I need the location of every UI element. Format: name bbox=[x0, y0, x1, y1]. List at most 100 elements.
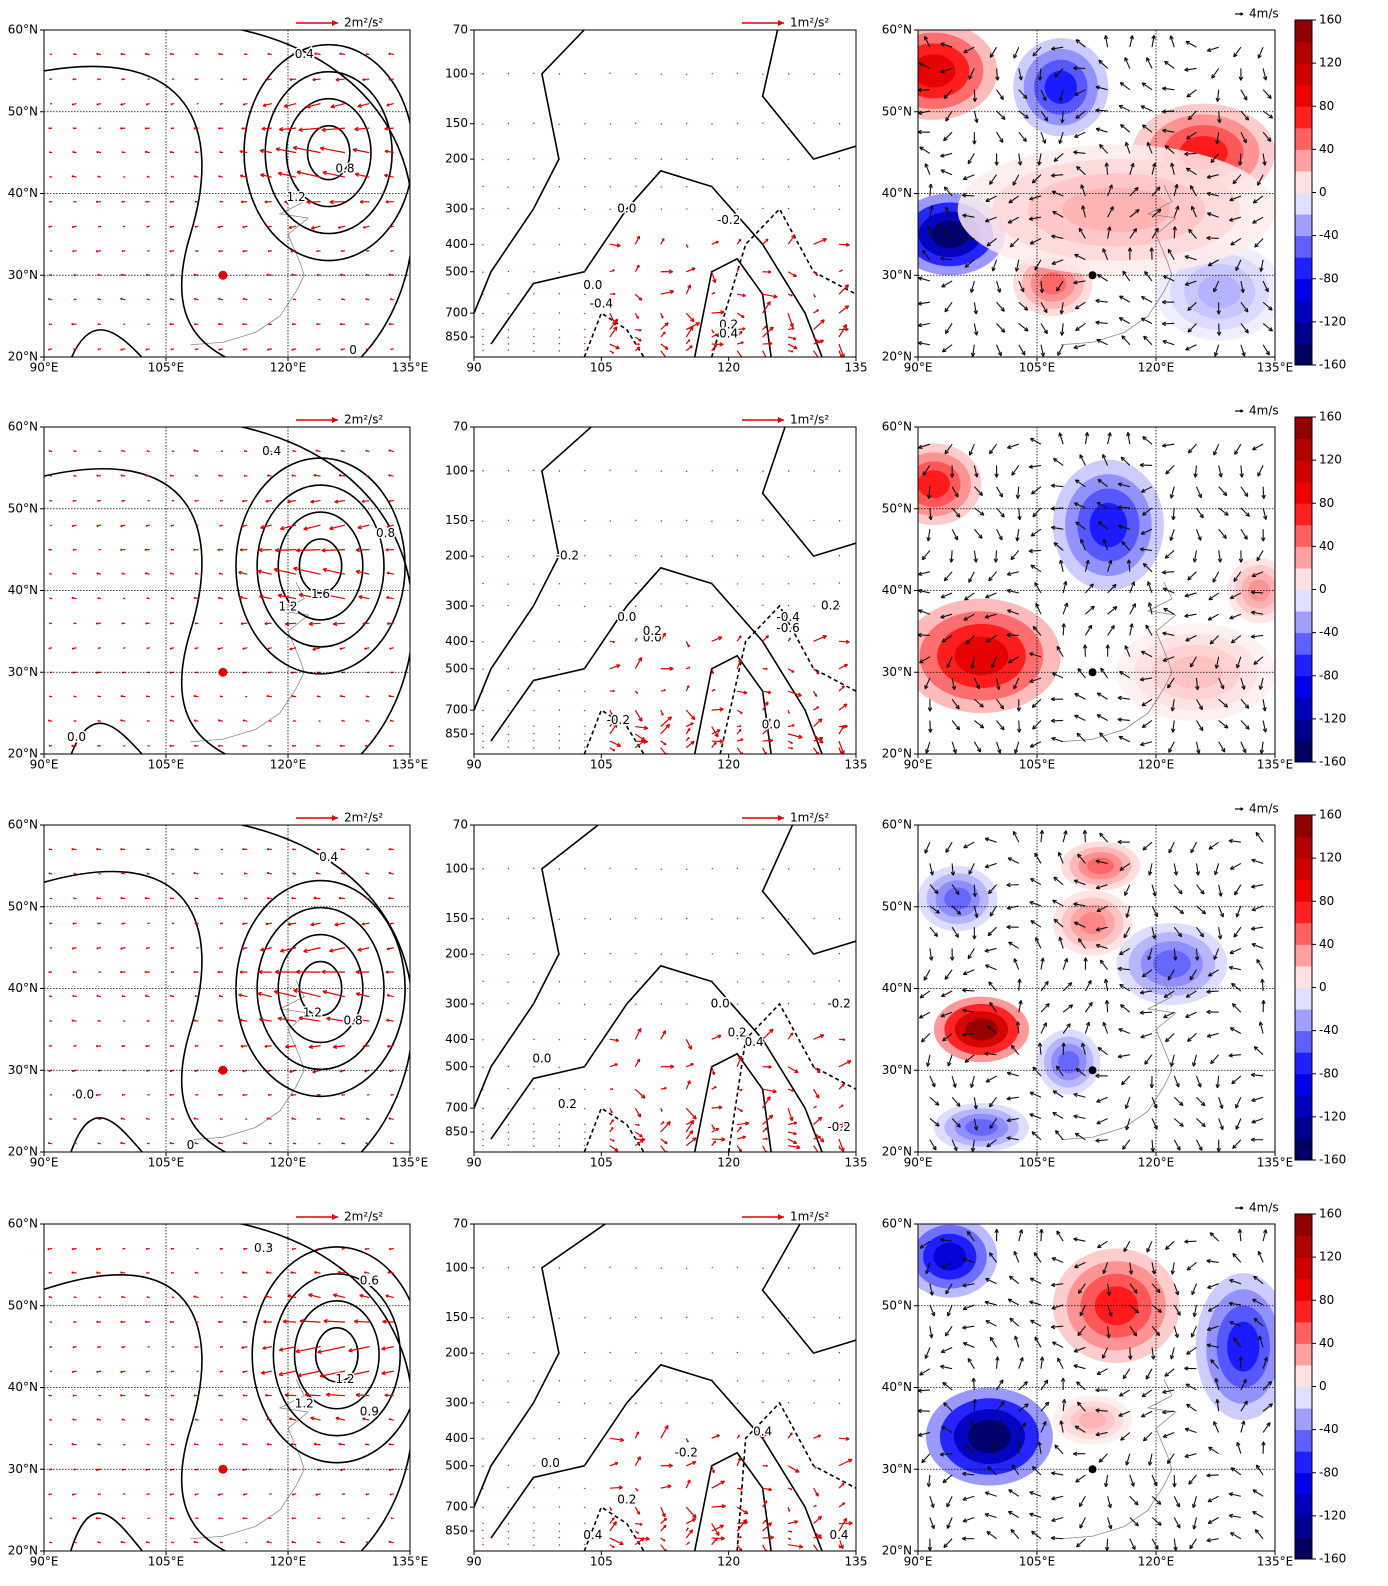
y-tick-label: 50°N bbox=[882, 501, 912, 515]
vector-head bbox=[1203, 514, 1204, 518]
vector-head bbox=[362, 924, 364, 925]
vector bbox=[533, 1124, 534, 1125]
vector-head bbox=[670, 290, 674, 291]
vector-key-label: 1m²/s² bbox=[790, 413, 829, 427]
vector bbox=[1144, 336, 1152, 345]
vector-head bbox=[316, 324, 317, 325]
vector-head bbox=[363, 1047, 365, 1048]
vector-head bbox=[194, 1143, 195, 1144]
y-tick-label: 300 bbox=[445, 201, 468, 215]
vector-head bbox=[821, 1153, 822, 1157]
vector-head bbox=[389, 1118, 390, 1119]
vector bbox=[763, 1029, 773, 1039]
vector bbox=[1219, 487, 1227, 496]
y-tick-label: 300 bbox=[445, 598, 468, 612]
y-tick-label: 70 bbox=[453, 420, 468, 434]
contour-label: 0.0 bbox=[617, 610, 636, 624]
vector bbox=[1041, 1004, 1049, 1013]
vector-head bbox=[1029, 467, 1033, 468]
shading bbox=[1087, 858, 1114, 875]
vector-head bbox=[267, 849, 268, 850]
vector bbox=[482, 1108, 483, 1109]
vector-head bbox=[267, 475, 268, 476]
vector bbox=[559, 351, 560, 352]
vector bbox=[559, 244, 560, 245]
vector bbox=[610, 158, 611, 159]
vector bbox=[274, 569, 296, 574]
vector-head bbox=[366, 720, 367, 721]
vector-head bbox=[244, 873, 245, 874]
colorbar-band bbox=[1295, 482, 1312, 504]
vector-head bbox=[642, 740, 646, 741]
vector-head bbox=[74, 696, 75, 697]
vector-head bbox=[98, 1021, 99, 1022]
vector-head bbox=[766, 636, 769, 637]
vector bbox=[988, 927, 996, 935]
vector-head bbox=[74, 476, 75, 477]
vector-head bbox=[389, 696, 390, 697]
vector-head bbox=[613, 641, 614, 642]
vector bbox=[274, 991, 296, 996]
y-tick-label: 200 bbox=[445, 947, 468, 961]
vector bbox=[584, 1145, 585, 1146]
colorbar-tick-label: -80 bbox=[1319, 271, 1339, 285]
colorbar-tick-label: 120 bbox=[1319, 453, 1342, 467]
colorbar-band bbox=[1295, 676, 1312, 698]
vector-head bbox=[74, 1143, 75, 1144]
vector bbox=[661, 1146, 668, 1155]
x-tick-label: 105 bbox=[590, 361, 613, 375]
colorbar-band bbox=[1295, 149, 1312, 171]
vector-head bbox=[98, 324, 99, 325]
vector-head bbox=[669, 359, 670, 363]
x-tick-label: 120 bbox=[717, 1156, 740, 1170]
contour bbox=[265, 72, 392, 234]
contour-label: 0.0 bbox=[617, 201, 636, 215]
vector-head bbox=[195, 573, 196, 574]
y-tick-label: 40°N bbox=[8, 981, 38, 995]
vector-head bbox=[292, 696, 293, 697]
vector-head bbox=[1266, 76, 1267, 80]
vector-head bbox=[636, 638, 637, 639]
vector bbox=[584, 740, 585, 741]
vector-head bbox=[120, 550, 122, 551]
vector-head bbox=[145, 972, 146, 973]
vector-head bbox=[146, 202, 147, 203]
colorbar-band bbox=[1295, 417, 1312, 439]
y-tick-label: 20°N bbox=[882, 747, 912, 761]
vector-head bbox=[292, 898, 293, 899]
vector-head bbox=[145, 898, 146, 899]
vector-head bbox=[194, 873, 195, 874]
vector-head bbox=[49, 996, 50, 997]
vector-head bbox=[219, 1095, 220, 1096]
vector-head bbox=[1060, 560, 1061, 564]
vector-head bbox=[220, 152, 221, 153]
vector-head bbox=[389, 898, 391, 899]
contour bbox=[190, 419, 413, 762]
vector bbox=[839, 583, 840, 584]
vector-head bbox=[243, 79, 244, 80]
vector bbox=[559, 293, 560, 294]
vector-head bbox=[918, 304, 922, 305]
colorbar-tick-label: 120 bbox=[1319, 56, 1342, 70]
vector-head bbox=[218, 598, 219, 599]
vector bbox=[814, 918, 815, 919]
coastline bbox=[190, 185, 308, 344]
vector-head bbox=[96, 673, 98, 674]
colorbar-band bbox=[1295, 525, 1312, 547]
vector-head bbox=[1003, 705, 1004, 709]
vector bbox=[508, 470, 509, 471]
vector bbox=[482, 1039, 483, 1040]
vector-head bbox=[918, 575, 922, 576]
vector-head bbox=[146, 696, 147, 697]
colorbar-tick-label: -160 bbox=[1319, 755, 1346, 769]
vector-head bbox=[289, 228, 292, 229]
contour-label: 0.8 bbox=[335, 161, 354, 175]
vector bbox=[635, 953, 636, 954]
vector-head bbox=[50, 1021, 51, 1022]
vector bbox=[584, 313, 585, 314]
vector-head bbox=[171, 849, 172, 850]
vector-head bbox=[366, 299, 367, 300]
vector bbox=[661, 869, 662, 870]
vector-head bbox=[920, 997, 924, 998]
vector-key-head bbox=[332, 815, 338, 821]
